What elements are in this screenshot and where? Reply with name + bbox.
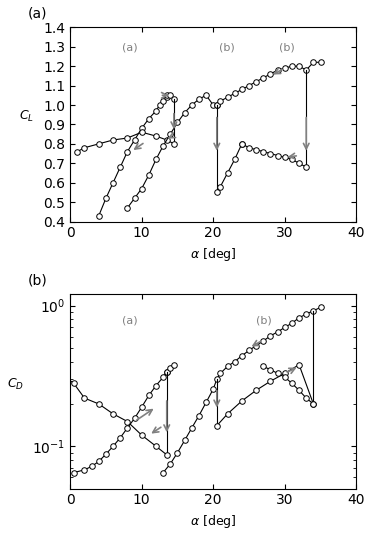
Text: (b): (b) xyxy=(219,42,235,53)
X-axis label: $\alpha$ [deg]: $\alpha$ [deg] xyxy=(190,513,237,530)
Text: (b): (b) xyxy=(27,274,47,288)
Text: (b): (b) xyxy=(256,316,272,325)
Y-axis label: $C_L$: $C_L$ xyxy=(19,110,34,125)
Y-axis label: $C_D$: $C_D$ xyxy=(7,376,24,391)
Text: (a): (a) xyxy=(122,42,137,53)
Text: (b): (b) xyxy=(279,42,295,53)
X-axis label: $\alpha$ [deg]: $\alpha$ [deg] xyxy=(190,246,237,263)
Text: (a): (a) xyxy=(122,316,137,325)
Text: (a): (a) xyxy=(27,6,47,20)
